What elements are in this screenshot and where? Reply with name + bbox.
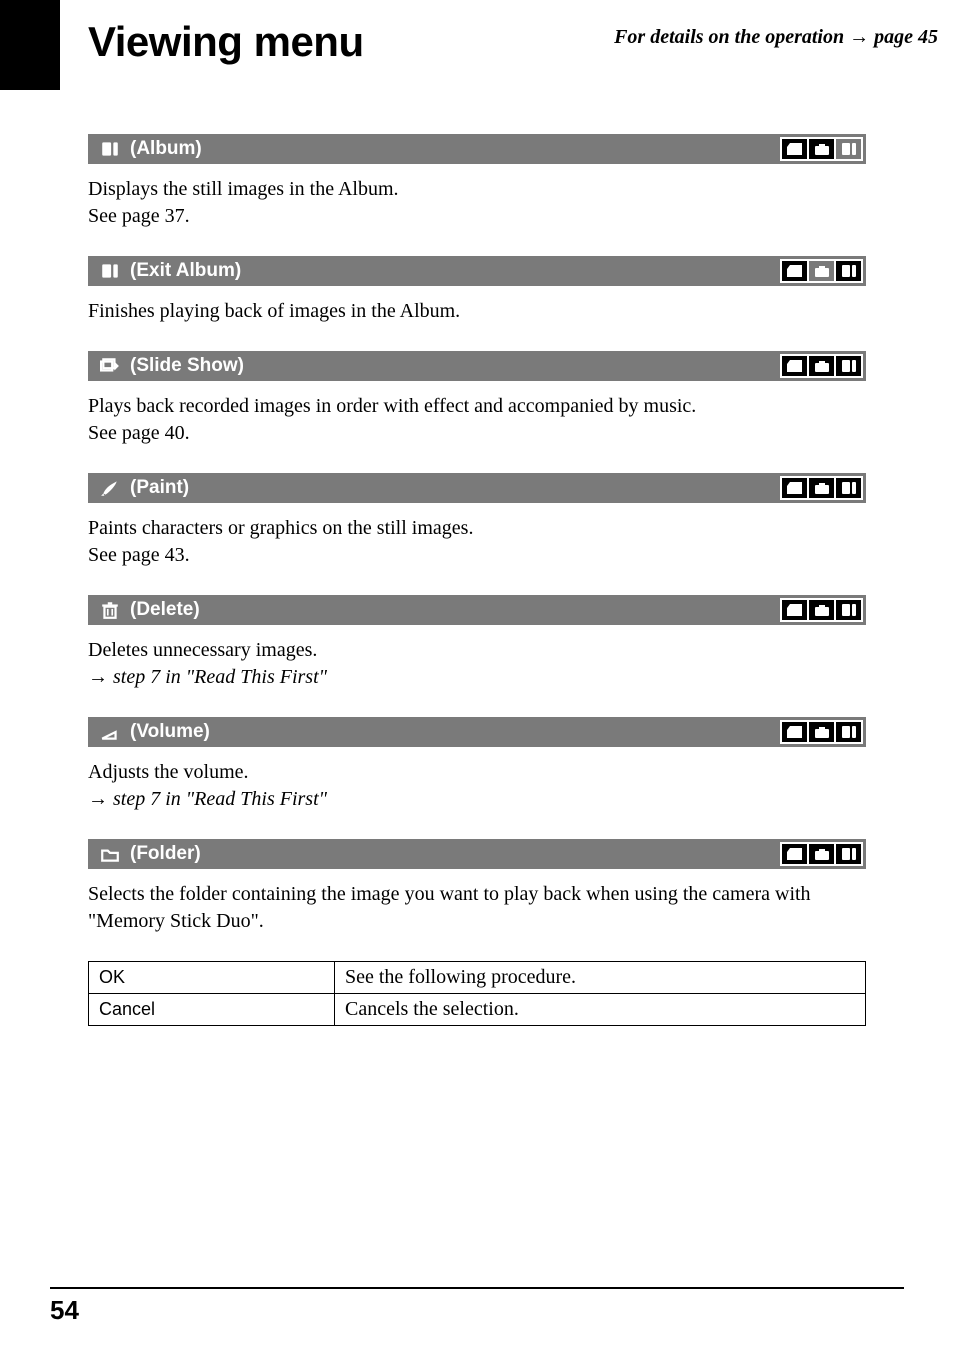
mode-album-icon: [834, 354, 863, 378]
mode-camera-icon: [807, 354, 836, 378]
arrow-icon: →: [88, 788, 108, 810]
mode-memory-stick-icon: [780, 842, 809, 866]
section-desc-volume: Adjusts the volume.→ step 7 in "Read Thi…: [88, 759, 866, 813]
desc-line: Displays the still images in the Album.: [88, 176, 866, 203]
album-icon: [100, 261, 120, 281]
mode-camera-icon: [807, 137, 836, 161]
desc-line: Adjusts the volume.: [88, 759, 866, 786]
mode-icons: [782, 259, 863, 283]
table-row: OK See the following procedure.: [89, 962, 866, 994]
section-label: (Paint): [130, 477, 189, 499]
desc-line: Paints characters or graphics on the sti…: [88, 515, 866, 542]
option-value: Cancels the selection.: [335, 994, 866, 1026]
desc-ref: → step 7 in "Read This First": [88, 664, 866, 691]
desc-ref: → step 7 in "Read This First": [88, 786, 866, 813]
mode-memory-stick-icon: [780, 354, 809, 378]
section-header-album: (Album): [88, 134, 866, 164]
page-subtitle: For details on the operation → page 45: [614, 18, 938, 49]
section-desc-folder: Selects the folder containing the image …: [88, 881, 866, 935]
section-desc-delete: Deletes unnecessary images.→ step 7 in "…: [88, 637, 866, 691]
mode-memory-stick-icon: [780, 259, 809, 283]
mode-memory-stick-icon: [780, 137, 809, 161]
section-header-volume: (Volume): [88, 717, 866, 747]
slideshow-icon: [100, 356, 120, 376]
section-header-slide-show: (Slide Show): [88, 351, 866, 381]
section-left: (Volume): [100, 721, 210, 743]
left-black-tab: [0, 0, 60, 90]
desc-line: Plays back recorded images in order with…: [88, 393, 866, 420]
footer-rule: [50, 1287, 904, 1289]
section-label: (Album): [130, 138, 202, 160]
arrow-icon: →: [849, 26, 869, 48]
volume-icon: [100, 722, 120, 742]
desc-line: See page 43.: [88, 542, 866, 569]
section-label: (Slide Show): [130, 355, 244, 377]
subtitle-suffix: page 45: [869, 26, 938, 48]
mode-memory-stick-icon: [780, 598, 809, 622]
section-header-delete: (Delete): [88, 595, 866, 625]
section-header-folder: (Folder): [88, 839, 866, 869]
ref-text: step 7 in "Read This First": [108, 788, 327, 810]
mode-camera-icon: [807, 598, 836, 622]
ref-text: step 7 in "Read This First": [108, 666, 327, 688]
mode-icons: [782, 598, 863, 622]
option-value: See the following procedure.: [335, 962, 866, 994]
mode-icons: [782, 720, 863, 744]
section-left: (Album): [100, 138, 202, 160]
section-desc-album: Displays the still images in the Album.S…: [88, 176, 866, 230]
section-left: (Folder): [100, 843, 201, 865]
section-desc-exit-album: Finishes playing back of images in the A…: [88, 298, 866, 325]
mode-camera-icon: [807, 720, 836, 744]
desc-line: Selects the folder containing the image …: [88, 881, 866, 935]
page: Viewing menu For details on the operatio…: [0, 0, 954, 1357]
mode-icons: [782, 354, 863, 378]
mode-album-icon: [834, 842, 863, 866]
page-title: Viewing menu: [88, 18, 364, 66]
content-area: (Album) Displays the still images in the…: [88, 134, 866, 1026]
section-label: (Exit Album): [130, 260, 241, 282]
mode-album-icon: [834, 259, 863, 283]
option-label: OK: [89, 962, 335, 994]
section-left: (Delete): [100, 599, 200, 621]
section-header-paint: (Paint): [88, 473, 866, 503]
option-label: Cancel: [89, 994, 335, 1026]
section-desc-slide-show: Plays back recorded images in order with…: [88, 393, 866, 447]
mode-memory-stick-icon: [780, 720, 809, 744]
mode-camera-icon: [807, 259, 836, 283]
mode-album-icon: [834, 598, 863, 622]
desc-line: Deletes unnecessary images.: [88, 637, 866, 664]
mode-memory-stick-icon: [780, 476, 809, 500]
folder-options-table: OK See the following procedure. Cancel C…: [88, 961, 866, 1026]
section-label: (Delete): [130, 599, 200, 621]
paint-icon: [100, 478, 120, 498]
mode-album-icon: [834, 137, 863, 161]
arrow-icon: →: [88, 666, 108, 688]
mode-icons: [782, 476, 863, 500]
desc-line: See page 37.: [88, 203, 866, 230]
section-left: (Slide Show): [100, 355, 244, 377]
desc-line: Finishes playing back of images in the A…: [88, 298, 866, 325]
section-desc-paint: Paints characters or graphics on the sti…: [88, 515, 866, 569]
section-left: (Exit Album): [100, 260, 241, 282]
title-block: Viewing menu For details on the operatio…: [60, 0, 954, 90]
subtitle-prefix: For details on the operation: [614, 26, 849, 48]
mode-camera-icon: [807, 476, 836, 500]
footer: 54: [0, 1287, 954, 1337]
table-row: Cancel Cancels the selection.: [89, 994, 866, 1026]
mode-icons: [782, 137, 863, 161]
trash-icon: [100, 600, 120, 620]
section-left: (Paint): [100, 477, 189, 499]
page-number: 54: [50, 1295, 79, 1326]
mode-icons: [782, 842, 863, 866]
section-label: (Volume): [130, 721, 210, 743]
section-header-exit-album: (Exit Album): [88, 256, 866, 286]
mode-camera-icon: [807, 842, 836, 866]
mode-album-icon: [834, 720, 863, 744]
folder-icon: [100, 844, 120, 864]
desc-line: See page 40.: [88, 420, 866, 447]
album-icon: [100, 139, 120, 159]
mode-album-icon: [834, 476, 863, 500]
section-label: (Folder): [130, 843, 201, 865]
